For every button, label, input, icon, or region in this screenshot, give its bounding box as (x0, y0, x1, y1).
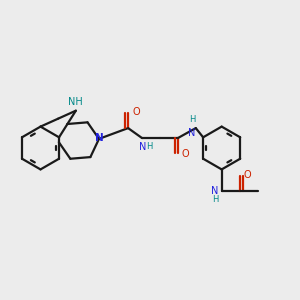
Text: N: N (211, 186, 219, 196)
Text: H: H (212, 195, 219, 204)
Text: O: O (132, 107, 140, 117)
Text: NH: NH (68, 97, 83, 107)
Text: N: N (188, 128, 195, 138)
Text: N: N (139, 142, 146, 152)
Text: H: H (146, 142, 153, 151)
Text: H: H (189, 115, 195, 124)
Text: O: O (244, 170, 251, 180)
Text: O: O (182, 149, 190, 160)
Text: N: N (95, 134, 104, 143)
